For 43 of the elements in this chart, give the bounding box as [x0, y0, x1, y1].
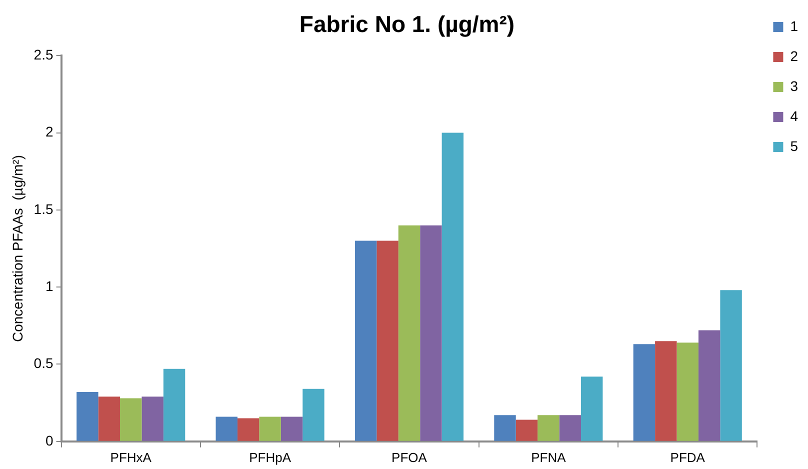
bar [494, 415, 516, 441]
x-tick-label: PFHpA [249, 450, 292, 465]
bar [280, 416, 303, 441]
legend-label: 1 [790, 18, 798, 34]
bar [237, 418, 260, 441]
x-tick-label: PFNA [531, 450, 566, 465]
x-tick-label: PFDA [670, 450, 706, 465]
bar [698, 330, 720, 441]
bar [302, 388, 324, 441]
chart-title: Fabric No 1. (µg/m²) [299, 11, 515, 38]
bar [720, 290, 742, 441]
bar [259, 416, 281, 441]
y-axis-title: Concentration PFAAs (µg/m²) [9, 154, 26, 342]
y-tick-label: 2.5 [34, 46, 54, 62]
bar [120, 398, 142, 441]
legend-label: 5 [790, 138, 798, 154]
bar [216, 416, 238, 441]
legend-label: 4 [790, 108, 798, 124]
bar [442, 132, 464, 441]
bar [398, 225, 420, 441]
bar [559, 415, 581, 441]
x-tick-label: PFHxA [110, 450, 152, 465]
y-tick-label: 0.5 [34, 355, 54, 372]
bar [655, 341, 677, 441]
bar [516, 420, 538, 441]
bar [420, 225, 442, 441]
bar [376, 240, 398, 441]
legend-label: 2 [790, 48, 798, 64]
bar [163, 368, 186, 441]
legend-label: 3 [790, 78, 798, 94]
bar [676, 342, 698, 441]
bar [98, 396, 120, 441]
y-tick-label: 1.5 [34, 200, 54, 217]
bar [76, 392, 98, 441]
bar [581, 376, 603, 441]
y-tick-label: 1 [45, 278, 54, 294]
y-tick-label: 2 [45, 124, 54, 140]
bar [354, 240, 377, 441]
bar [633, 344, 656, 441]
y-tick-label: 0 [45, 432, 54, 448]
bar [538, 415, 560, 441]
bar [142, 396, 164, 441]
x-tick-label: PFOA [392, 450, 428, 465]
